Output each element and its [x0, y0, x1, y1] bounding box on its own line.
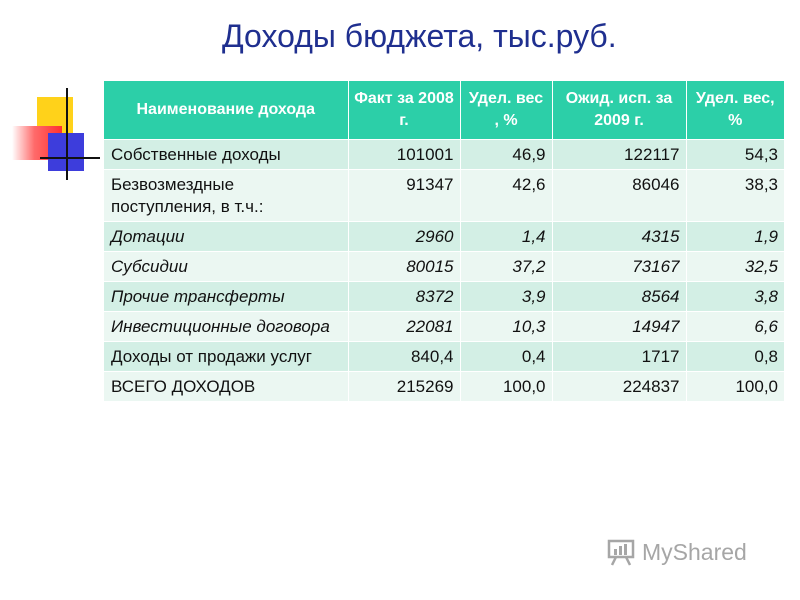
cell-income-name: Инвестиционные договора [104, 311, 349, 342]
cell-share-2009: 6,6 [686, 311, 784, 342]
table-header-row: Наименование дохода Факт за 2008 г. Удел… [104, 81, 784, 140]
decor-vertical-line [66, 88, 68, 180]
header-share-2008: Удел. вес , % [460, 81, 553, 140]
cell-fact-2008: 80015 [348, 251, 461, 282]
cell-expected-2009: 122117 [552, 139, 687, 170]
cell-fact-2008: 101001 [348, 139, 461, 170]
header-expected-2009: Ожид. исп. за 2009 г. [552, 81, 687, 140]
table-row: Субсидии 80015 37,2 73167 32,5 [104, 251, 784, 282]
budget-income-table: Наименование дохода Факт за 2008 г. Удел… [104, 81, 784, 401]
cell-share-2008: 1,4 [460, 221, 553, 252]
cell-share-2009: 54,3 [686, 139, 784, 170]
decor-horizontal-line [40, 157, 100, 159]
cell-expected-2009: 86046 [552, 169, 687, 222]
watermark-text: MyShared [642, 538, 747, 565]
cell-income-name: Субсидии [104, 251, 349, 282]
table-row: Дотации 2960 1,4 4315 1,9 [104, 221, 784, 252]
table-row: Прочие трансферты 8372 3,9 8564 3,8 [104, 281, 784, 312]
cell-share-2009: 38,3 [686, 169, 784, 222]
myshared-watermark: MyShared [606, 537, 747, 567]
cell-share-2008: 42,6 [460, 169, 553, 222]
cell-share-2008: 46,9 [460, 139, 553, 170]
cell-fact-2008: 215269 [348, 371, 461, 401]
cell-income-name: Собственные доходы [104, 139, 349, 170]
cell-income-name: ВСЕГО ДОХОДОВ [104, 371, 349, 401]
cell-share-2009: 32,5 [686, 251, 784, 282]
header-fact-2008: Факт за 2008 г. [348, 81, 461, 140]
cell-fact-2008: 8372 [348, 281, 461, 312]
cell-income-name: Прочие трансферты [104, 281, 349, 312]
cell-income-name: Доходы от продажи услуг [104, 341, 349, 372]
cell-expected-2009: 224837 [552, 371, 687, 401]
table-row: Доходы от продажи услуг 840,4 0,4 1717 0,8 [104, 341, 784, 372]
cell-expected-2009: 73167 [552, 251, 687, 282]
cell-share-2008: 100,0 [460, 371, 553, 401]
table-row: ВСЕГО ДОХОДОВ 215269 100,0 224837 100,0 [104, 371, 784, 401]
cell-fact-2008: 2960 [348, 221, 461, 252]
slide-title: Доходы бюджета, тыс.руб. [222, 18, 617, 54]
cell-share-2009: 0,8 [686, 341, 784, 372]
cell-fact-2008: 22081 [348, 311, 461, 342]
cell-share-2009: 100,0 [686, 371, 784, 401]
table-row: Безвозмездные поступления, в т.ч.: 91347 4… [104, 169, 784, 222]
cell-share-2008: 10,3 [460, 311, 553, 342]
cell-expected-2009: 14947 [552, 311, 687, 342]
cell-expected-2009: 1717 [552, 341, 687, 372]
cell-share-2009: 1,9 [686, 221, 784, 252]
cell-income-name: Безвозмездные поступления, в т.ч.: [104, 169, 349, 222]
cell-expected-2009: 8564 [552, 281, 687, 312]
header-share-2009: Удел. вес, % [686, 81, 784, 140]
presentation-board-icon [607, 539, 635, 566]
cell-share-2009: 3,8 [686, 281, 784, 312]
header-income-name: Наименование дохода [104, 81, 349, 140]
cell-fact-2008: 840,4 [348, 341, 461, 372]
table-row: Собственные доходы 101001 46,9 122117 54,3 [104, 139, 784, 170]
cell-fact-2008: 91347 [348, 169, 461, 222]
cell-share-2008: 3,9 [460, 281, 553, 312]
table-row: Инвестиционные договора 22081 10,3 14947 6,6 [104, 311, 784, 342]
cell-share-2008: 0,4 [460, 341, 553, 372]
cell-share-2008: 37,2 [460, 251, 553, 282]
cell-income-name: Дотации [104, 221, 349, 252]
cell-expected-2009: 4315 [552, 221, 687, 252]
